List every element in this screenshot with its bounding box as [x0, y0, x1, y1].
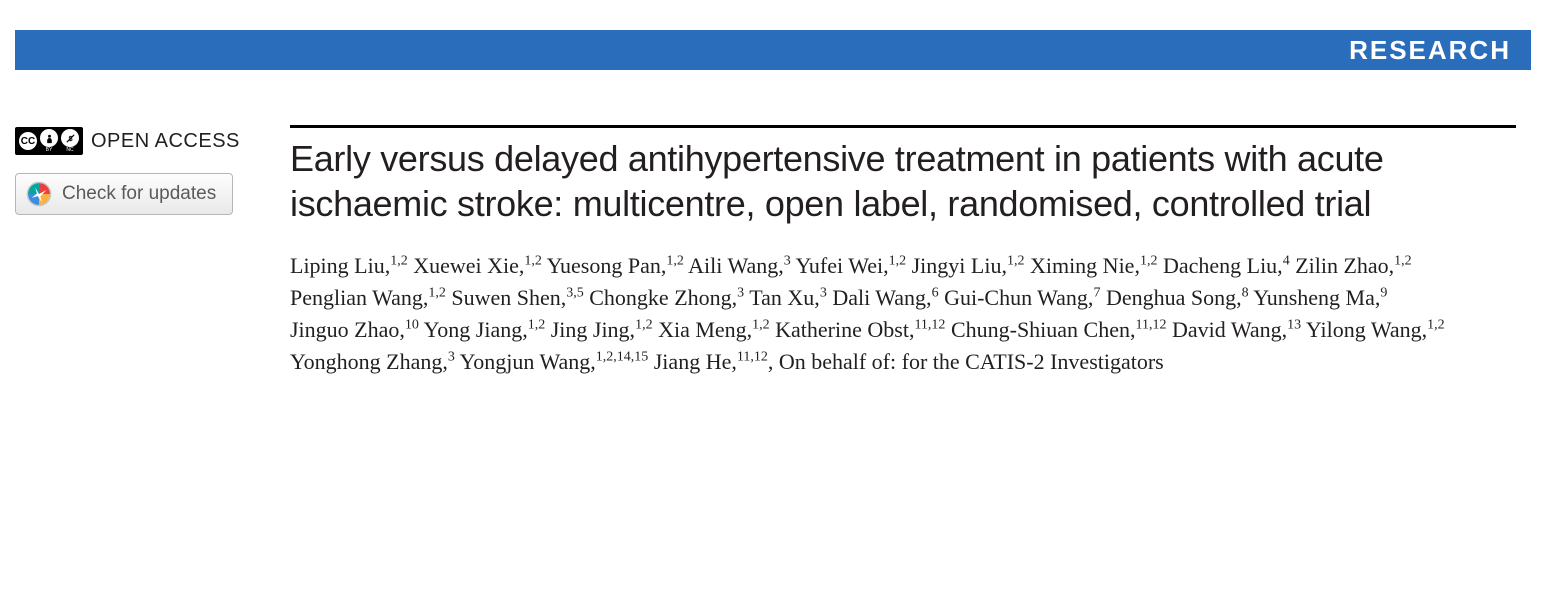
- author: Yufei Wei,1,2: [795, 253, 906, 278]
- author: Suwen Shen,3,5: [451, 285, 583, 310]
- open-access-label: OPEN ACCESS: [91, 130, 240, 153]
- author: Chung-Shiuan Chen,11,12: [951, 317, 1167, 342]
- author: Aili Wang,3: [688, 253, 791, 278]
- open-access-badge: CC BY $ NC OPEN ACCESS: [15, 127, 290, 155]
- left-column: CC BY $ NC OPEN ACCESS: [0, 125, 290, 378]
- author: David Wang,13: [1172, 317, 1301, 342]
- author: Chongke Zhong,3: [589, 285, 744, 310]
- banner-label: RESEARCH: [1349, 35, 1511, 66]
- author: Penglian Wang,1,2: [290, 285, 446, 310]
- on-behalf: On behalf of: for the CATIS-2 Investigat…: [779, 349, 1164, 374]
- author: Xuewei Xie,1,2: [413, 253, 542, 278]
- author: Yonghong Zhang,3: [290, 349, 455, 374]
- cc-license-icon: CC BY $ NC: [15, 127, 83, 155]
- author: Gui-Chun Wang,7: [944, 285, 1100, 310]
- author: Dali Wang,6: [832, 285, 938, 310]
- author-list: Liping Liu,1,2 Xuewei Xie,1,2 Yuesong Pa…: [290, 250, 1516, 378]
- cc-icon: CC: [19, 132, 37, 150]
- author: Tan Xu,3: [749, 285, 827, 310]
- check-updates-button[interactable]: Check for updates: [15, 173, 233, 215]
- author: Yongjun Wang,1,2,14,15: [460, 349, 649, 374]
- author: Jingyi Liu,1,2: [912, 253, 1025, 278]
- author: Xia Meng,1,2: [658, 317, 770, 342]
- title-rule: [290, 125, 1516, 128]
- cc-by-icon: BY: [40, 129, 58, 153]
- author: Ximing Nie,1,2: [1030, 253, 1158, 278]
- author: Denghua Song,8: [1106, 285, 1249, 310]
- right-column: Early versus delayed antihypertensive tr…: [290, 125, 1546, 378]
- author: Jinguo Zhao,10: [290, 317, 419, 342]
- author: Yunsheng Ma,9: [1253, 285, 1387, 310]
- author: Yong Jiang,1,2: [424, 317, 546, 342]
- author: Dacheng Liu,4: [1163, 253, 1290, 278]
- author: Jing Jing,1,2: [551, 317, 653, 342]
- article-title: Early versus delayed antihypertensive tr…: [290, 136, 1516, 226]
- content-wrap: CC BY $ NC OPEN ACCESS: [0, 125, 1546, 378]
- author: Liping Liu,1,2: [290, 253, 408, 278]
- cc-nc-icon: $ NC: [61, 129, 79, 153]
- author: Jiang He,11,12: [654, 349, 768, 374]
- check-updates-label: Check for updates: [62, 183, 216, 205]
- author: Zilin Zhao,1,2: [1295, 253, 1411, 278]
- section-banner: RESEARCH: [15, 30, 1531, 70]
- author: Katherine Obst,11,12: [775, 317, 945, 342]
- author: Yilong Wang,1,2: [1306, 317, 1445, 342]
- author: Yuesong Pan,1,2: [547, 253, 684, 278]
- crossmark-icon: [26, 181, 52, 207]
